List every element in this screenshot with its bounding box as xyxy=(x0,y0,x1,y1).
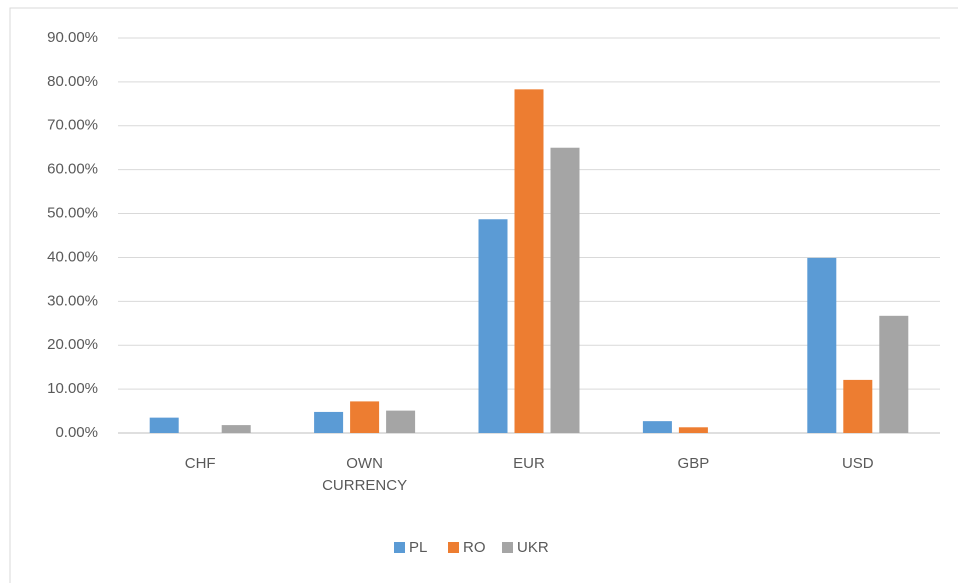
bar xyxy=(678,427,708,433)
bar xyxy=(350,401,380,433)
y-tick-label: 70.00% xyxy=(47,117,98,134)
bar xyxy=(221,425,251,433)
y-tick-label: 60.00% xyxy=(47,161,98,178)
y-tick-label: 50.00% xyxy=(47,205,98,222)
x-tick-label: EUR xyxy=(513,455,545,472)
legend-label: PL xyxy=(409,539,427,556)
bar xyxy=(843,379,873,433)
bar xyxy=(550,147,580,433)
y-tick-label: 20.00% xyxy=(47,336,98,353)
y-tick-label: 10.00% xyxy=(47,380,98,397)
x-tick-label: USD xyxy=(841,455,874,472)
y-tick-label: 40.00% xyxy=(47,248,98,265)
legend-label: RO xyxy=(463,539,486,556)
y-tick-label: 90.00% xyxy=(47,29,98,46)
bar xyxy=(514,89,544,433)
bar xyxy=(642,421,672,433)
legend-swatch xyxy=(502,542,513,553)
bar xyxy=(386,410,416,433)
legend-swatch xyxy=(448,542,459,553)
chart-frame xyxy=(9,7,958,583)
y-tick-label: 30.00% xyxy=(47,292,98,309)
bar xyxy=(478,219,508,433)
x-tick-label: CHF xyxy=(184,455,216,472)
legend-swatch xyxy=(394,542,405,553)
bar xyxy=(149,417,179,433)
y-tick-label: 80.00% xyxy=(47,73,98,90)
legend-label: UKR xyxy=(517,539,549,556)
bar xyxy=(807,257,837,433)
bar xyxy=(314,411,344,433)
x-tick-label: OWN CURRENCY xyxy=(322,455,408,494)
bar xyxy=(879,315,909,433)
y-tick-label: 0.00% xyxy=(55,424,98,441)
x-tick-label: GBP xyxy=(677,455,710,472)
